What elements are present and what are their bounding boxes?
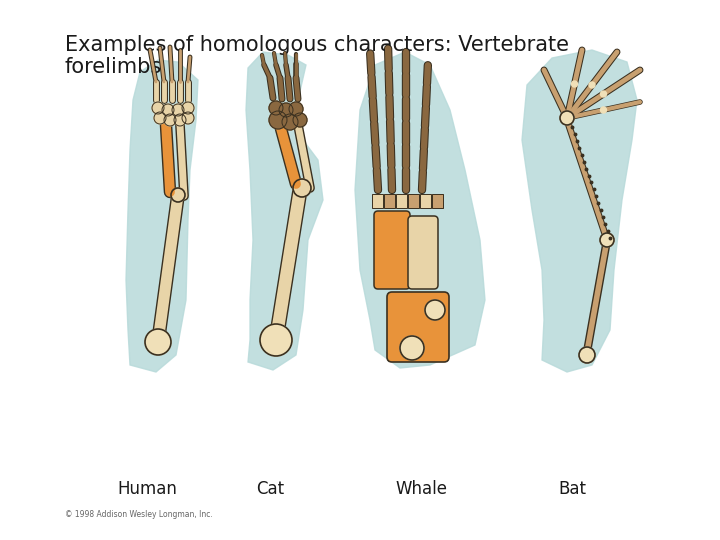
Bar	[396, 194, 407, 208]
Text: Bat: Bat	[559, 480, 586, 498]
Text: Human: Human	[117, 480, 178, 498]
Circle shape	[293, 113, 307, 127]
Circle shape	[589, 82, 595, 88]
Circle shape	[425, 300, 445, 320]
Bar	[372, 194, 383, 208]
Polygon shape	[246, 52, 323, 370]
Text: Cat: Cat	[256, 480, 284, 498]
Circle shape	[600, 233, 614, 247]
Circle shape	[269, 101, 283, 115]
Circle shape	[572, 81, 577, 87]
Polygon shape	[355, 52, 485, 368]
Circle shape	[172, 104, 184, 116]
Bar	[384, 194, 395, 208]
Bar	[372, 194, 383, 208]
Text: Whale: Whale	[395, 480, 447, 498]
Circle shape	[174, 114, 186, 126]
Text: Examples of homologous characters: Vertebrate: Examples of homologous characters: Verte…	[65, 35, 569, 55]
Circle shape	[260, 324, 292, 356]
Circle shape	[154, 112, 166, 124]
Circle shape	[293, 179, 311, 197]
Circle shape	[145, 329, 171, 355]
FancyBboxPatch shape	[408, 216, 438, 289]
Circle shape	[289, 102, 303, 116]
Bar	[420, 194, 431, 208]
Circle shape	[560, 111, 574, 125]
Circle shape	[579, 347, 595, 363]
Circle shape	[600, 107, 606, 113]
Circle shape	[152, 102, 164, 114]
Text: © 1998 Addison Wesley Longman, Inc.: © 1998 Addison Wesley Longman, Inc.	[65, 510, 212, 518]
Bar	[408, 194, 419, 208]
Bar	[432, 194, 443, 208]
Bar	[432, 194, 443, 208]
Bar	[384, 194, 395, 208]
FancyBboxPatch shape	[374, 211, 410, 289]
FancyBboxPatch shape	[387, 292, 449, 362]
Circle shape	[279, 103, 293, 117]
Polygon shape	[522, 50, 637, 372]
Circle shape	[282, 114, 298, 130]
Circle shape	[400, 336, 424, 360]
Circle shape	[162, 104, 174, 116]
Bar	[420, 194, 431, 208]
Circle shape	[600, 91, 606, 97]
Circle shape	[164, 114, 176, 126]
Text: forelimbs: forelimbs	[65, 57, 162, 77]
Polygon shape	[126, 60, 198, 372]
Circle shape	[171, 188, 185, 202]
Circle shape	[269, 111, 287, 129]
Bar	[396, 194, 407, 208]
Circle shape	[182, 102, 194, 114]
Bar	[408, 194, 419, 208]
Circle shape	[182, 112, 194, 124]
